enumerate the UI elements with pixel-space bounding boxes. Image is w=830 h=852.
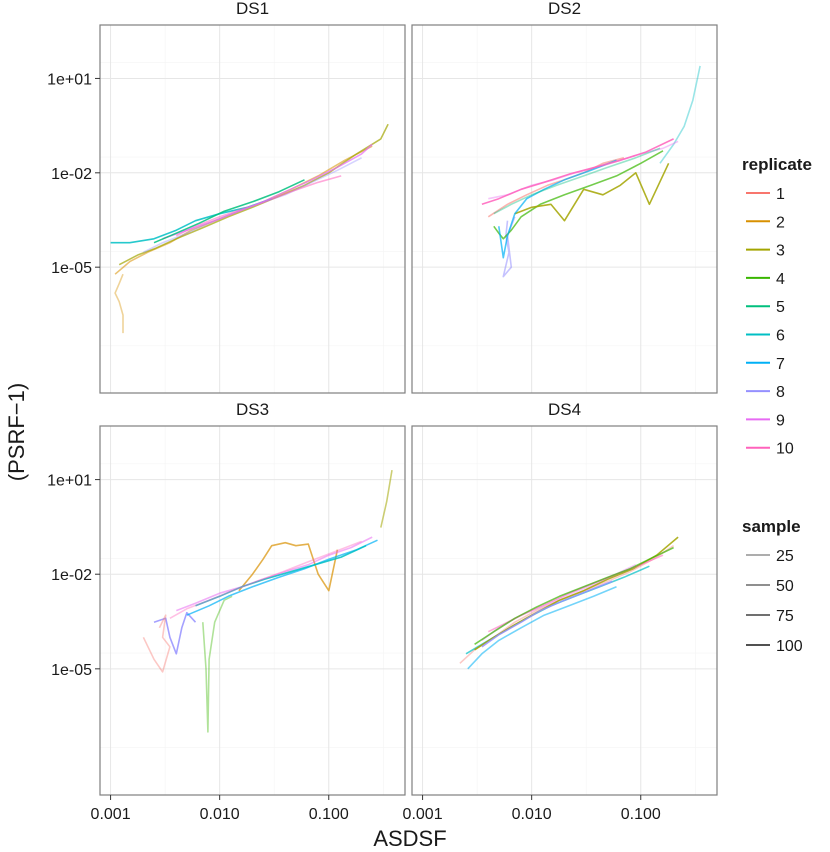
x-tick-label: 0.001 xyxy=(91,806,131,823)
y-tick-label: 1e-05 xyxy=(51,260,92,277)
panel-background xyxy=(100,426,405,795)
x-tick-label: 0.010 xyxy=(200,806,240,823)
series-line-replicate-1 xyxy=(487,157,625,218)
legend-label-replicate: 2 xyxy=(776,214,785,231)
legend-label-sample: 50 xyxy=(776,578,794,595)
x-axis-title: ASDSF xyxy=(373,826,446,851)
series-line-replicate-4 xyxy=(202,595,233,733)
legend-label-replicate: 4 xyxy=(776,271,785,288)
panel-ds3: DS3 1e+01 1e-02 1e-05 0.001 0.010 0.100 xyxy=(47,400,406,823)
x-tick-label: 0.001 xyxy=(403,806,443,823)
legend-label-replicate: 8 xyxy=(776,384,785,401)
series-line-replicate-2 xyxy=(114,273,124,334)
panel-ds4: DS4 0.001 0.010 0.100 xyxy=(403,400,718,823)
panel-title: DS1 xyxy=(236,0,269,18)
series-line-replicate-5 xyxy=(153,179,305,244)
legend-label-sample: 100 xyxy=(776,638,803,655)
panel-border xyxy=(99,425,406,796)
series-line-replicate-4 xyxy=(493,150,664,240)
y-tick-label: 1e-02 xyxy=(51,166,92,183)
series-line-replicate-7 xyxy=(498,159,617,259)
series-line-replicate-3 xyxy=(380,469,393,528)
y-tick-label: 1e+01 xyxy=(47,71,92,88)
legend-label-replicate: 5 xyxy=(776,299,785,316)
legend-label-replicate: 9 xyxy=(776,412,785,429)
series-line-replicate-7 xyxy=(467,586,617,670)
series-group xyxy=(142,469,393,733)
series-line-replicate-8 xyxy=(481,580,613,648)
y-tick-label: 1e-05 xyxy=(51,662,92,679)
y-tick-label: 1e-02 xyxy=(51,567,92,584)
legend-title-replicate: replicate xyxy=(742,155,812,174)
series-line-replicate-9 xyxy=(162,143,373,240)
legend-label-replicate: 7 xyxy=(776,356,785,373)
y-axis-title: (PSRF−1) xyxy=(4,383,29,481)
y-tick-label: 1e+01 xyxy=(47,473,92,490)
series-line-replicate-10 xyxy=(169,540,362,619)
series-group xyxy=(459,536,679,670)
series-line-replicate-3 xyxy=(118,123,389,266)
legend-title-sample: sample xyxy=(742,517,801,536)
x-tick-label: 0.100 xyxy=(621,806,661,823)
legend-label-replicate: 6 xyxy=(776,328,785,345)
legend-label-sample: 25 xyxy=(776,548,794,565)
series-line-replicate-3 xyxy=(514,162,670,222)
series-line-replicate-6 xyxy=(195,544,367,607)
series-line-replicate-2 xyxy=(238,541,339,592)
series-line-replicate-7 xyxy=(186,539,378,616)
series-line-replicate-5 xyxy=(493,147,661,215)
series-line-replicate-6 xyxy=(659,65,701,164)
panel-ds1: DS1 1e+01 1e-02 1e-05 xyxy=(47,0,406,394)
legend-label-replicate: 10 xyxy=(776,441,794,458)
panel-background xyxy=(412,426,717,795)
series-group xyxy=(110,123,389,334)
legend-label-replicate: 3 xyxy=(776,243,785,260)
x-tick-label: 0.010 xyxy=(512,806,552,823)
series-line-replicate-10 xyxy=(481,138,674,206)
panel-background xyxy=(100,25,405,393)
series-group xyxy=(481,65,701,278)
panel-title: DS4 xyxy=(548,400,581,419)
series-line-replicate-9 xyxy=(176,536,373,612)
legend-label-replicate: 1 xyxy=(776,186,785,203)
legend-label-sample: 75 xyxy=(776,608,794,625)
series-line-replicate-1 xyxy=(142,614,171,673)
x-tick-label: 0.100 xyxy=(309,806,349,823)
series-line-replicate-8 xyxy=(153,611,197,655)
legend: replicate 1 2 3 4 5 6 7 8 9 10 sample 25 50 75 100 xyxy=(742,155,812,655)
panel-border xyxy=(411,24,718,394)
panel-ds2: DS2 xyxy=(411,0,718,394)
panel-title: DS2 xyxy=(548,0,581,18)
series-line-replicate-4 xyxy=(474,546,674,645)
panel-background xyxy=(412,25,717,393)
panel-border xyxy=(99,24,406,394)
panel-title: DS3 xyxy=(236,400,269,419)
panel-border xyxy=(411,425,718,796)
